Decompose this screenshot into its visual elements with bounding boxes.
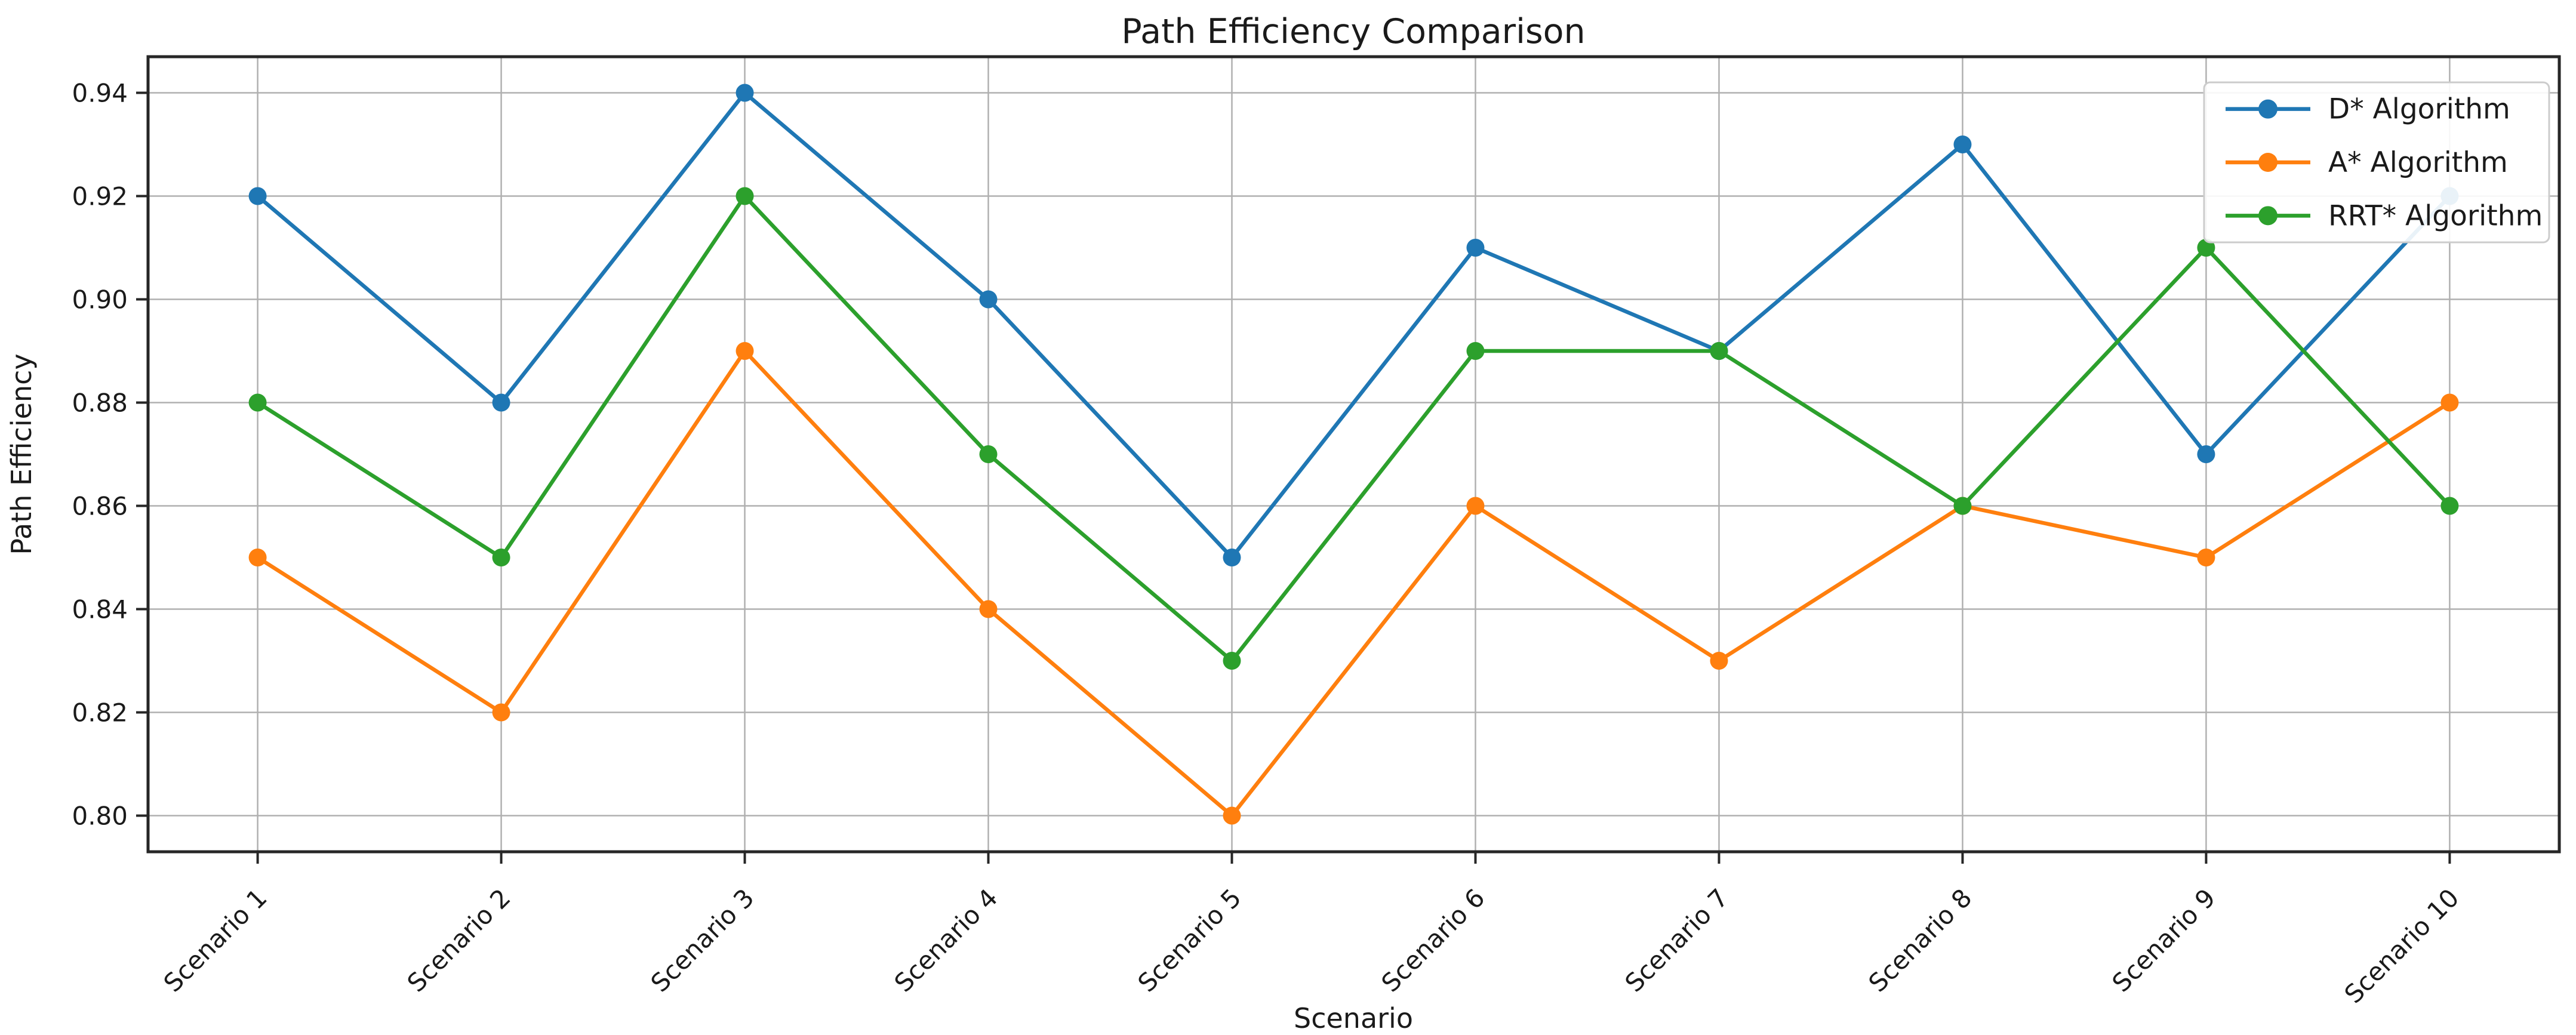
y-tick-label: 0.90 <box>72 285 128 315</box>
data-point <box>1466 239 1485 257</box>
plot-frame <box>146 55 2561 854</box>
data-point <box>1223 548 1241 566</box>
data-point <box>979 445 998 463</box>
data-point <box>248 548 267 566</box>
legend-label: A* Algorithm <box>2328 146 2508 179</box>
legend-marker-swatch <box>2258 206 2278 226</box>
data-point <box>2197 239 2215 257</box>
data-point <box>248 187 267 205</box>
legend: D* Algorithm A* Algorithm RRT* Algorithm <box>2203 81 2550 244</box>
y-tick-label: 0.94 <box>72 79 128 108</box>
data-point <box>492 548 510 566</box>
data-point <box>979 600 998 618</box>
x-tick-label: Scenario 8 <box>1863 883 1977 997</box>
data-point <box>979 290 998 309</box>
data-point <box>492 393 510 412</box>
legend-marker-swatch <box>2258 99 2278 119</box>
data-point <box>492 703 510 722</box>
x-tick-label: Scenario 1 <box>158 883 273 997</box>
y-tick-label: 0.86 <box>72 491 128 520</box>
data-point <box>1953 497 1972 515</box>
y-tick-label: 0.82 <box>72 698 128 727</box>
x-tick-label: Scenario 7 <box>1619 883 1734 997</box>
legend-label: RRT* Algorithm <box>2328 199 2543 232</box>
data-point <box>735 187 754 205</box>
series-rrt-algorithm <box>248 187 2459 670</box>
series-a-algorithm <box>248 342 2459 825</box>
data-point <box>2440 393 2459 412</box>
legend-entry-rrt-algorithm: RRT* Algorithm <box>2226 199 2543 232</box>
y-tick-label: 0.84 <box>72 594 128 624</box>
data-point <box>1466 342 1485 361</box>
data-point <box>248 393 267 412</box>
series-line <box>256 194 2452 663</box>
chart-title: Path Efficiency Comparison <box>1121 12 1585 51</box>
x-tick-label: Scenario 2 <box>402 883 516 997</box>
data-point <box>1710 342 1728 361</box>
data-point <box>735 342 754 361</box>
x-tick-label: Scenario 6 <box>1375 883 1490 997</box>
plot-border <box>146 55 2561 854</box>
x-tick-label: Scenario 5 <box>1132 883 1247 997</box>
x-tick-label: Scenario 9 <box>2106 883 2221 997</box>
x-tick-label: Scenario 3 <box>645 883 760 997</box>
y-tick-label: 0.88 <box>72 389 128 418</box>
legend-marker-swatch <box>2258 153 2278 172</box>
data-point <box>1953 135 1972 154</box>
data-point <box>2197 548 2215 566</box>
series-line <box>256 349 2452 818</box>
data-point <box>2440 497 2459 515</box>
data-point <box>1710 651 1728 670</box>
series-d-algorithm <box>248 84 2459 566</box>
data-point <box>1223 651 1241 670</box>
data-point <box>1466 497 1485 515</box>
data-point <box>735 84 754 102</box>
data-point <box>2197 445 2215 463</box>
y-axis-label: Path Efficiency <box>5 353 38 555</box>
tick-layer: 0.80 0.82 0.84 0.86 0.88 0.90 0.92 0.94 Scenario… <box>72 79 2464 1009</box>
legend-entry-d-algorithm: D* Algorithm <box>2226 93 2510 126</box>
data-point <box>1223 806 1241 825</box>
y-tick-label: 0.92 <box>72 182 128 211</box>
legend-entry-a-algorithm: A* Algorithm <box>2226 146 2508 179</box>
x-axis-label: Scenario <box>1294 1002 1413 1034</box>
legend-label: D* Algorithm <box>2328 93 2510 126</box>
x-tick-label: Scenario 10 <box>2338 883 2464 1009</box>
series-line <box>256 91 2452 560</box>
legend-box <box>2203 81 2550 244</box>
y-tick-label: 0.80 <box>72 801 128 830</box>
x-tick-label: Scenario 4 <box>889 883 1004 997</box>
series-layer <box>248 84 2459 825</box>
